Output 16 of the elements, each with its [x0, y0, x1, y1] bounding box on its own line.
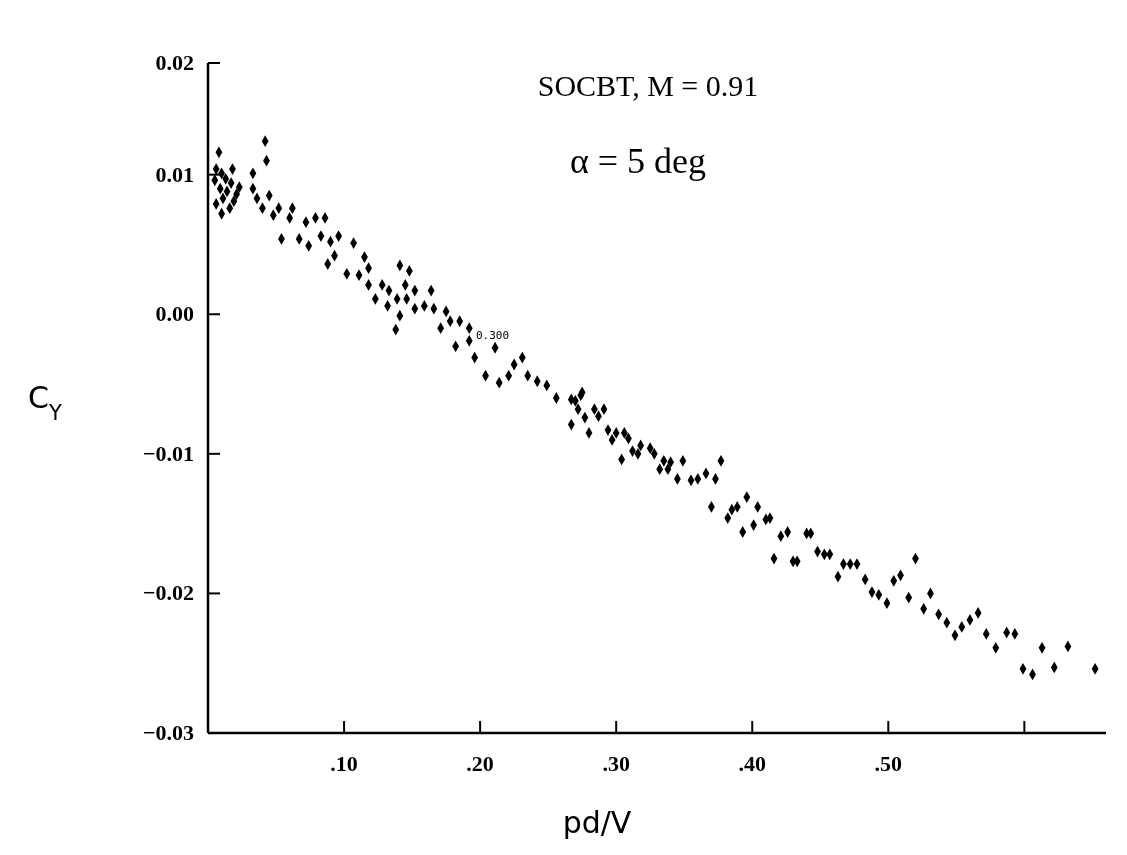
x-axis-title: pd/V [562, 805, 632, 840]
y-tick-label: 0.00 [155, 301, 194, 327]
x-tick-label: .30 [602, 751, 630, 776]
x-tick-label: .50 [874, 751, 903, 776]
y-tick-label: −0.01 [142, 440, 194, 466]
x-tick-label: .20 [466, 751, 494, 776]
y-tick-label: −0.02 [142, 580, 194, 606]
x-tick-label: .40 [738, 751, 766, 776]
annotation: α = 5 deg [569, 141, 707, 181]
annotation: SOCBT, M = 0.91 [537, 69, 759, 102]
y-tick-label: −0.03 [142, 720, 194, 745]
y-tick-label: 0.02 [155, 50, 194, 75]
x-tick-label: .10 [330, 751, 358, 776]
y-tick-label: 0.01 [155, 161, 194, 187]
annotation: 0.300 [475, 328, 510, 342]
y-axis-title: C$_{Y}$ [28, 380, 62, 425]
